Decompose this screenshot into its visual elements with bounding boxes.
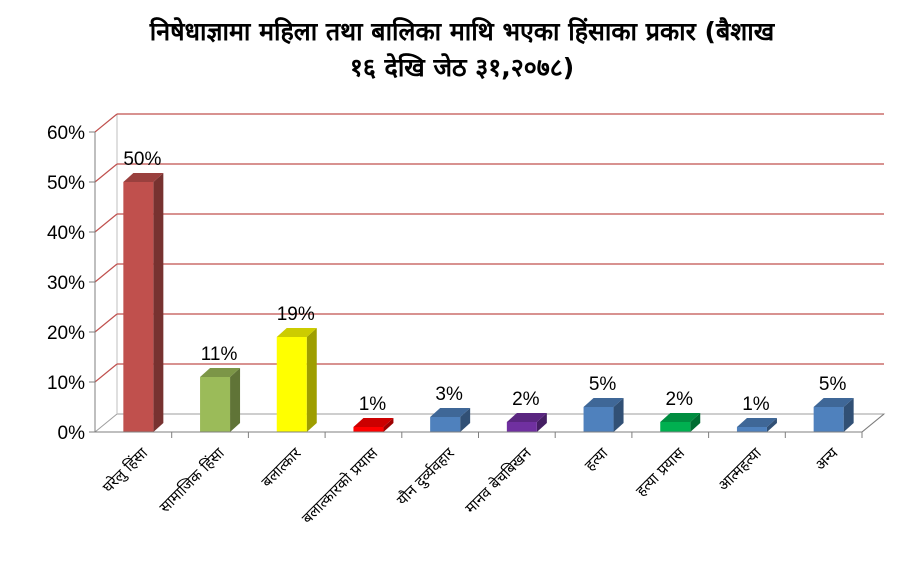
bar [660, 413, 701, 432]
bar-front [430, 417, 461, 432]
bar-side [383, 418, 394, 432]
bar-front [506, 422, 537, 432]
gridline-diagonal [94, 213, 118, 233]
x-tick-label: यौन दुर्व्यवहार [393, 443, 459, 509]
gridline-diagonal [94, 263, 118, 283]
data-label: 2% [512, 389, 540, 410]
bar [430, 408, 471, 432]
bar-front [200, 377, 231, 432]
gridline-diagonal [94, 363, 118, 383]
bar-front [736, 427, 767, 432]
chart-title-line-2: १६ देखि जेठ ३१,२०७८) [350, 53, 574, 82]
bar-side [230, 368, 241, 432]
bar-side [306, 328, 317, 432]
x-tick-label: घरेलु हिंसा [99, 443, 153, 497]
data-label: 50% [123, 149, 161, 170]
x-tick-label: अन्य [811, 444, 841, 474]
gridline-diagonal [94, 113, 118, 133]
bar [200, 368, 241, 432]
bar-side [613, 398, 624, 432]
bar-top [276, 328, 317, 337]
bar [123, 173, 164, 432]
bar [813, 398, 854, 432]
chart-title-line-1: निषेधाज्ञामा महिला तथा बालिका माथि भएका … [149, 17, 776, 46]
bar [736, 418, 777, 432]
floor-edge [861, 413, 885, 433]
bar-top [200, 368, 241, 377]
chart-title: निषेधाज्ञामा महिला तथा बालिका माथि भएका … [149, 17, 776, 82]
bar-top [583, 398, 624, 407]
bar-side [690, 413, 701, 432]
x-tick-label: बलात्कारको प्रयास [298, 444, 382, 528]
x-tick-label: बलात्कार [258, 443, 305, 490]
bar-front [276, 337, 307, 432]
y-tick-label: 30% [47, 273, 85, 294]
x-tick-label: सामाजिक हिंसा [156, 443, 229, 516]
bar [353, 418, 394, 432]
bar-top [506, 413, 547, 422]
y-tick-label: 40% [47, 223, 85, 244]
bar-side [153, 173, 164, 432]
bar-top [430, 408, 471, 417]
y-tick-label: 0% [58, 423, 86, 444]
data-label: 1% [742, 394, 770, 415]
bar-top [736, 418, 777, 427]
bars [123, 173, 854, 432]
x-tick-label: आत्महत्या [714, 443, 765, 494]
bar-front [660, 422, 691, 432]
y-tick-label: 60% [47, 123, 85, 144]
bar-top [123, 173, 164, 182]
data-label: 5% [589, 374, 617, 395]
y-axis: 0% 10% 20% 30% 40% 50% 60% [47, 123, 96, 444]
bar-side [536, 413, 547, 432]
bar-top [353, 418, 394, 427]
bar [506, 413, 547, 432]
data-label: 1% [359, 394, 387, 415]
bar-front [813, 407, 844, 432]
data-label: 2% [666, 389, 694, 410]
bar-top [660, 413, 701, 422]
data-labels: 50% 11% 19% 1% 3% 2% 5% 2% 1% 5% [123, 149, 846, 415]
data-label: 19% [277, 304, 315, 325]
bar-side [843, 398, 854, 432]
data-label: 11% [201, 344, 238, 365]
bar-side [766, 418, 777, 432]
data-label: 5% [819, 374, 847, 395]
bar-front [583, 407, 614, 432]
data-label: 3% [435, 384, 463, 405]
bar-side [460, 408, 471, 432]
bar-front [353, 427, 384, 432]
y-tick-label: 20% [47, 323, 85, 344]
bar [583, 398, 624, 432]
gridline-diagonal [94, 313, 118, 333]
gridlines [94, 113, 884, 383]
y-tick-label: 10% [47, 373, 85, 394]
x-tick-label: हत्या [581, 443, 612, 474]
y-tick-label: 50% [47, 173, 85, 194]
bar [276, 328, 317, 432]
bar-top [813, 398, 854, 407]
x-tick-label: मानव बेचबिखन [462, 444, 536, 518]
gridline-diagonal [94, 163, 118, 183]
x-tick-label: हत्या प्रयास [632, 443, 688, 499]
bar-front [123, 182, 154, 432]
